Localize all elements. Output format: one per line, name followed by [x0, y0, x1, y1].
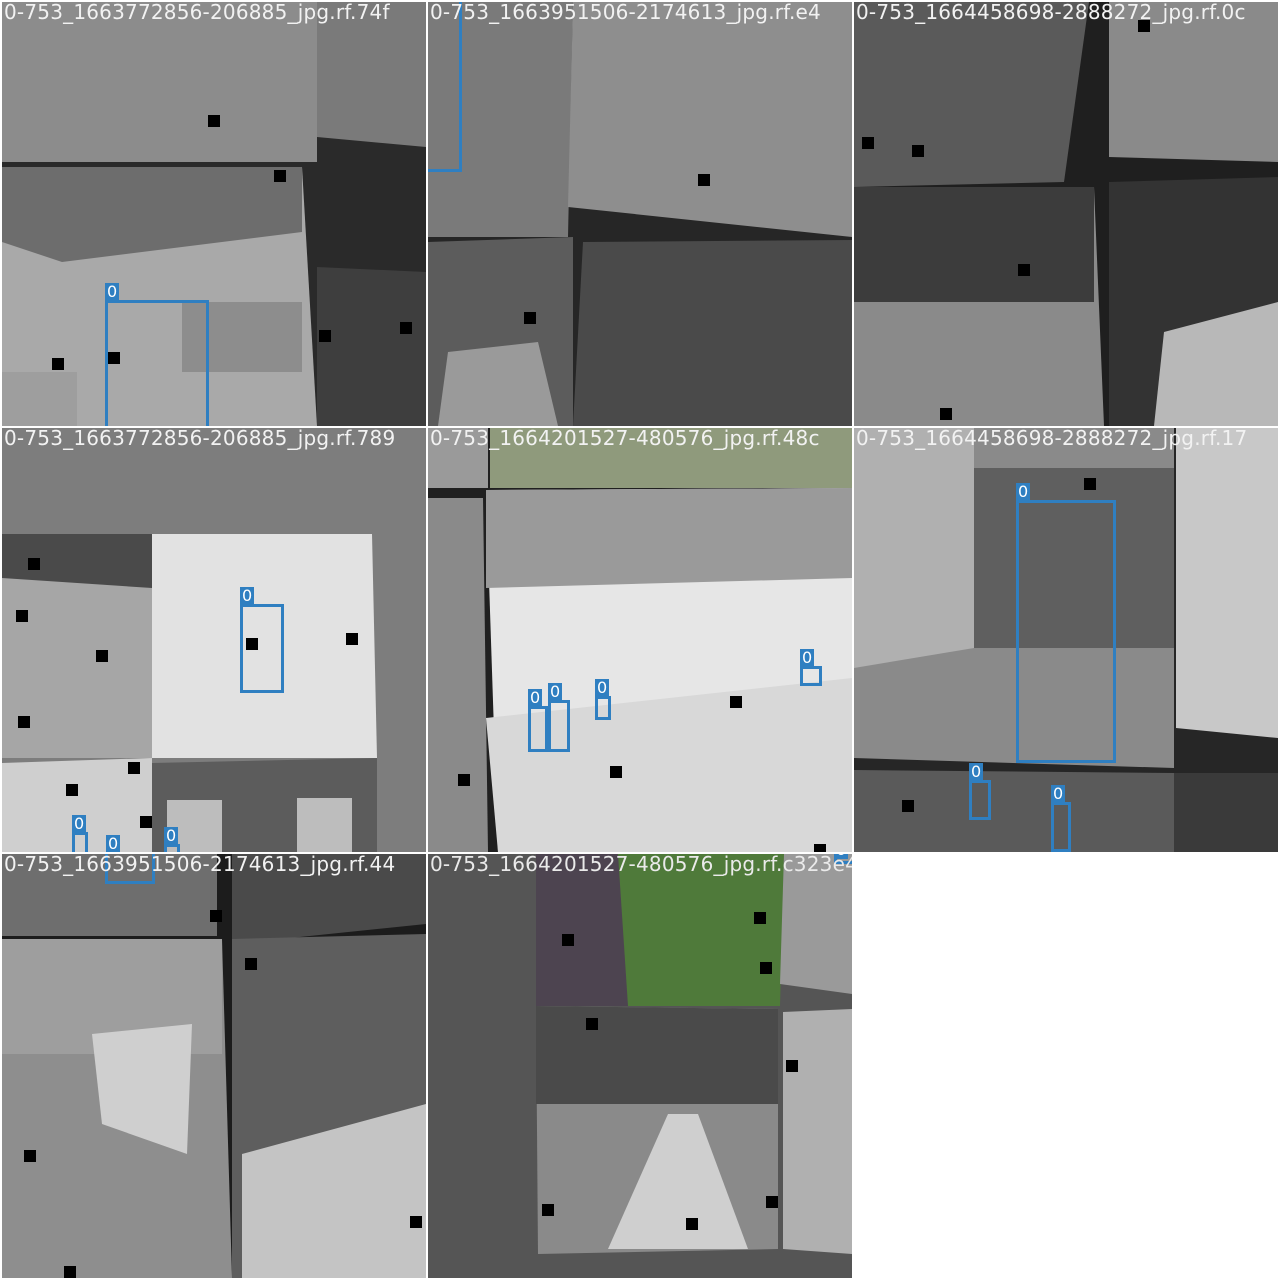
occlusion-square: [64, 1266, 76, 1278]
detection-box: 0: [800, 666, 822, 686]
occlusion-square: [108, 352, 120, 364]
detection-box: 0: [1016, 500, 1116, 763]
detection-label: 0: [72, 815, 86, 833]
mosaic-tile-2: 0-753_1663951506-2174613_jpg.rf.e4: [428, 2, 852, 426]
tile-filename: 0-753_1663772856-206885_jpg.rf.74f: [4, 2, 390, 24]
tile-filename: 0-753_1663772856-206885_jpg.rf.789: [4, 428, 395, 450]
occlusion-square: [245, 958, 257, 970]
occlusion-square: [542, 1204, 554, 1216]
mosaic-tile-6: 0 0 0 0-753_1664458698-2888272_jpg.rf.17: [854, 428, 1278, 852]
occlusion-square: [754, 912, 766, 924]
occlusion-square: [96, 650, 108, 662]
detection-label: 0: [969, 763, 983, 781]
occlusion-square: [66, 784, 78, 796]
mosaic-tile-8: 0 0-753_1664201527-480576_jpg.rf.c323e40…: [428, 854, 852, 1278]
tile-5-image: [428, 428, 852, 852]
occlusion-square: [862, 137, 874, 149]
occlusion-square: [16, 610, 28, 622]
detection-box: 0: [164, 844, 180, 852]
occlusion-square: [902, 800, 914, 812]
mosaic-tile-5: 0 0 0 0 0-753_1664201527-480576_jpg.rf.4…: [428, 428, 852, 852]
occlusion-square: [52, 358, 64, 370]
occlusion-square: [524, 312, 536, 324]
occlusion-square: [24, 1150, 36, 1162]
occlusion-square: [912, 145, 924, 157]
occlusion-square: [586, 1018, 598, 1030]
occlusion-square: [562, 934, 574, 946]
mosaic-tile-7: 0-753_1663951506-2174613_jpg.rf.44: [2, 854, 426, 1278]
occlusion-square: [346, 633, 358, 645]
occlusion-square: [410, 1216, 422, 1228]
detection-label: 0: [528, 689, 542, 707]
detection-box: 0: [595, 696, 611, 720]
occlusion-square: [698, 174, 710, 186]
occlusion-square: [128, 762, 140, 774]
tile-filename: 0-753_1664201527-480576_jpg.rf.c323e4099: [430, 854, 852, 876]
occlusion-square: [814, 844, 826, 852]
tile-filename: 0-753_1664201527-480576_jpg.rf.48c: [430, 428, 820, 450]
detection-label: 0: [1016, 483, 1030, 501]
occlusion-square: [686, 1218, 698, 1230]
detection-box: 0: [1051, 802, 1071, 852]
detection-label: 0: [1051, 785, 1065, 803]
occlusion-square: [319, 330, 331, 342]
detection-label: 0: [548, 683, 562, 701]
detection-label: 0: [240, 587, 254, 605]
detection-box: 0: [105, 300, 209, 426]
occlusion-square: [760, 962, 772, 974]
mosaic-tile-4: 0 0 0 0 0-753_1663772856-206885_jpg.rf.7…: [2, 428, 426, 852]
occlusion-square: [274, 170, 286, 182]
occlusion-square: [18, 716, 30, 728]
occlusion-square: [730, 696, 742, 708]
occlusion-square: [610, 766, 622, 778]
tile-2-image: [428, 2, 852, 426]
detection-box: 0: [72, 832, 88, 852]
detection-box: 0: [969, 780, 991, 820]
tile-filename: 0-753_1663951506-2174613_jpg.rf.e4: [430, 2, 821, 24]
occlusion-square: [940, 408, 952, 420]
mosaic-tile-3: 0-753_1664458698-2888272_jpg.rf.0c: [854, 2, 1278, 426]
empty-mosaic-cell: [854, 854, 1280, 1280]
occlusion-square: [1018, 264, 1030, 276]
tile-filename: 0-753_1664458698-2888272_jpg.rf.17: [856, 428, 1247, 450]
tile-filename: 0-753_1664458698-2888272_jpg.rf.0c: [856, 2, 1246, 24]
detection-label: 0: [595, 679, 609, 697]
occlusion-square: [786, 1060, 798, 1072]
occlusion-square: [1084, 478, 1096, 490]
occlusion-square: [28, 558, 40, 570]
tile-filename: 0-753_1663951506-2174613_jpg.rf.44: [4, 854, 395, 876]
occlusion-square: [210, 910, 222, 922]
tile-1-image: [2, 2, 426, 426]
detection-box: 0: [548, 700, 570, 752]
detection-label: 0: [800, 649, 814, 667]
detection-label: 0: [106, 835, 120, 852]
detection-label: 0: [164, 827, 178, 845]
mosaic-tile-1: 0 0-753_1663772856-206885_jpg.rf.74f: [2, 2, 426, 426]
occlusion-square: [766, 1196, 778, 1208]
tile-3-image: [854, 2, 1278, 426]
occlusion-square: [246, 638, 258, 650]
occlusion-square: [400, 322, 412, 334]
occlusion-square: [208, 115, 220, 127]
detection-box: [428, 2, 462, 172]
occlusion-square: [458, 774, 470, 786]
detection-label: 0: [105, 283, 119, 301]
occlusion-square: [140, 816, 152, 828]
detection-box: 0: [528, 706, 548, 752]
